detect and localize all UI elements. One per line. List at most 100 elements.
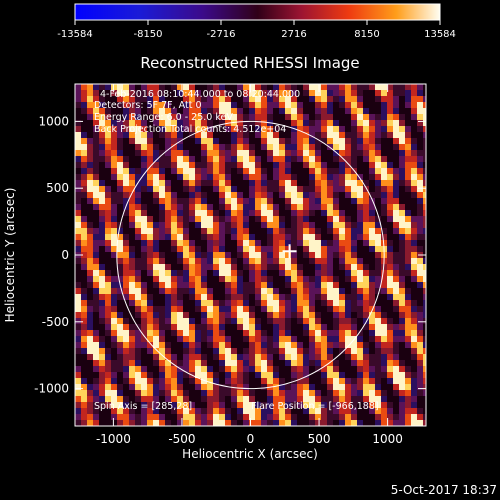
heatmap-cell [303, 162, 309, 168]
heatmap-cell [303, 144, 309, 150]
heatmap-cell [219, 312, 225, 318]
heatmap-cell [135, 258, 141, 264]
heatmap-cell [339, 336, 345, 342]
heatmap-cell [117, 198, 123, 204]
heatmap-cell [387, 132, 393, 138]
heatmap-cell [351, 414, 357, 420]
heatmap-cell [387, 120, 393, 126]
heatmap-cell [153, 294, 159, 300]
heatmap-cell [267, 252, 273, 258]
heatmap-cell [327, 216, 333, 222]
heatmap-cell [231, 402, 237, 408]
heatmap-cell [351, 156, 357, 162]
heatmap-cell [213, 390, 219, 396]
heatmap-cell [339, 90, 345, 96]
heatmap-cell [135, 186, 141, 192]
heatmap-cell [321, 408, 327, 414]
heatmap-cell [105, 216, 111, 222]
heatmap-cell [231, 288, 237, 294]
heatmap-cell [117, 420, 123, 426]
heatmap-cell [279, 192, 285, 198]
heatmap-cell [369, 276, 375, 282]
heatmap-cell [171, 372, 177, 378]
heatmap-cell [183, 84, 189, 90]
heatmap-cell [375, 348, 381, 354]
heatmap-cell [207, 360, 213, 366]
heatmap-cell [411, 162, 417, 168]
heatmap-cell [99, 306, 105, 312]
heatmap-cell [291, 102, 297, 108]
heatmap-cell [375, 246, 381, 252]
heatmap-cell [423, 354, 426, 360]
heatmap-cell [213, 150, 219, 156]
heatmap-cell [303, 246, 309, 252]
heatmap-cell [273, 318, 279, 324]
heatmap-cell [135, 384, 141, 390]
heatmap-cell [261, 252, 267, 258]
heatmap-cell [255, 246, 261, 252]
heatmap-cell [411, 168, 417, 174]
heatmap-cell [99, 264, 105, 270]
heatmap-cell [285, 210, 291, 216]
heatmap-cell [279, 300, 285, 306]
heatmap-cell [303, 396, 309, 402]
heatmap-cell [171, 246, 177, 252]
heatmap-cell [87, 264, 93, 270]
heatmap-cell [171, 264, 177, 270]
heatmap-cell [357, 180, 363, 186]
heatmap-cell [99, 180, 105, 186]
heatmap-cell [141, 312, 147, 318]
heatmap-cell [111, 264, 117, 270]
heatmap-cell [309, 384, 315, 390]
heatmap-cell [285, 318, 291, 324]
heatmap-cell [405, 132, 411, 138]
heatmap-cell [333, 126, 339, 132]
heatmap-cell [267, 204, 273, 210]
heatmap-cell [387, 306, 393, 312]
heatmap-cell [315, 114, 321, 120]
heatmap-cell [351, 300, 357, 306]
heatmap-cell [183, 204, 189, 210]
heatmap-cell [129, 414, 135, 420]
heatmap-cell [147, 204, 153, 210]
heatmap-cell [195, 420, 201, 426]
heatmap-cell [249, 216, 255, 222]
heatmap-cell [339, 210, 345, 216]
heatmap-cell [327, 366, 333, 372]
y-tick-label: 1000 [38, 114, 69, 128]
heatmap-cell [411, 204, 417, 210]
heatmap-cell [231, 276, 237, 282]
heatmap-cell [231, 234, 237, 240]
heatmap-cell [81, 174, 87, 180]
heatmap-cell [411, 108, 417, 114]
heatmap-cell [363, 258, 369, 264]
heatmap-cell [117, 162, 123, 168]
heatmap-cell [375, 126, 381, 132]
heatmap-cell [315, 120, 321, 126]
heatmap-cell [183, 396, 189, 402]
heatmap-cell [423, 396, 426, 402]
heatmap-cell [201, 318, 207, 324]
heatmap-cell [261, 192, 267, 198]
heatmap-cell [93, 312, 99, 318]
heatmap-cell [351, 330, 357, 336]
heatmap-cell [87, 402, 93, 408]
heatmap-cell [315, 198, 321, 204]
heatmap-cell [291, 408, 297, 414]
heatmap-cell [207, 138, 213, 144]
heatmap-cell [321, 192, 327, 198]
heatmap-cell [357, 168, 363, 174]
heatmap-cell [381, 234, 387, 240]
heatmap-cell [237, 414, 243, 420]
heatmap-cell [117, 192, 123, 198]
heatmap-cell [123, 240, 129, 246]
heatmap-cell [81, 288, 87, 294]
heatmap-cell [387, 150, 393, 156]
heatmap-cell [207, 150, 213, 156]
heatmap-cell [171, 198, 177, 204]
heatmap-cell [267, 222, 273, 228]
heatmap-cell [267, 306, 273, 312]
heatmap-cell [423, 126, 426, 132]
heatmap-cell [345, 270, 351, 276]
heatmap-cell [147, 126, 153, 132]
